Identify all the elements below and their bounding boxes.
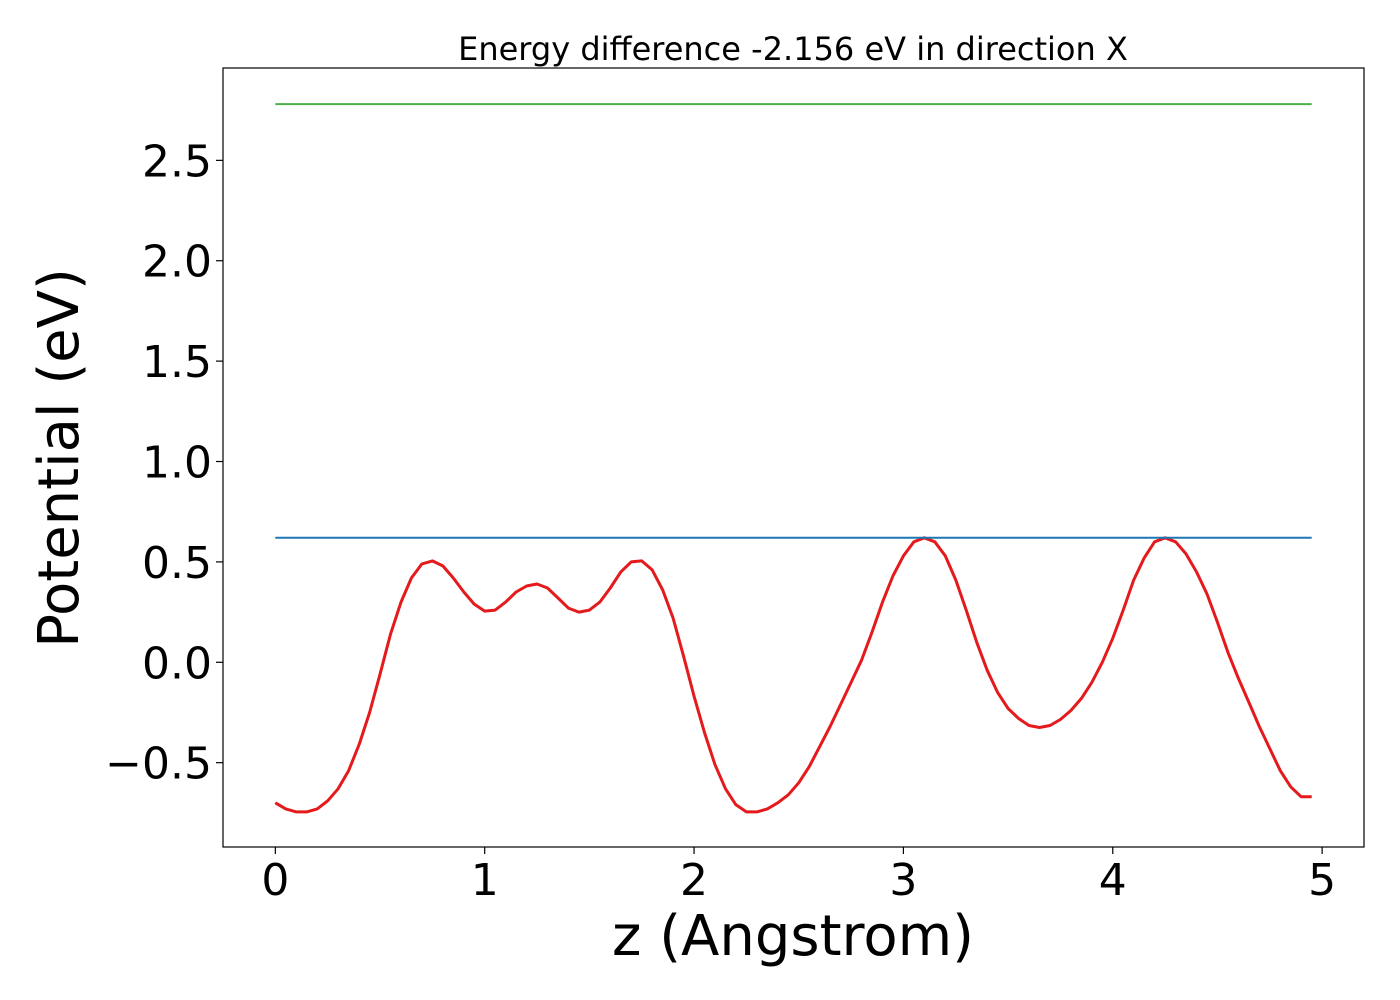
y-tick-label: 2.0: [142, 237, 212, 288]
x-tick-label: 0: [261, 855, 289, 906]
y-tick-label: 1.0: [142, 438, 212, 489]
x-tick-label: 2: [680, 855, 708, 906]
y-tick-label: 0.0: [142, 638, 212, 689]
plot-frame: [222, 67, 1365, 848]
y-axis: −0.5 0.0 0.5 1.0 1.5 2.0 2.5: [105, 136, 223, 790]
y-tick-label: 0.5: [142, 538, 212, 589]
y-tick-label: 2.5: [142, 136, 212, 187]
series-layer: [274, 103, 1312, 814]
chart-title: Energy difference -2.156 eV in direction…: [458, 30, 1128, 68]
y-tick-label: −0.5: [105, 739, 212, 790]
x-tick-label: 1: [471, 855, 499, 906]
x-tick-label: 5: [1308, 855, 1336, 906]
x-tick-label: 4: [1099, 855, 1127, 906]
y-tick-label: 1.5: [142, 337, 212, 388]
x-axis-label: z (Angstrom): [612, 904, 974, 969]
x-axis: 0 1 2 3 4 5: [261, 847, 1336, 906]
x-tick-label: 3: [889, 855, 917, 906]
y-axis-label: Potential (eV): [27, 268, 92, 648]
series-line-0: [274, 536, 1312, 814]
